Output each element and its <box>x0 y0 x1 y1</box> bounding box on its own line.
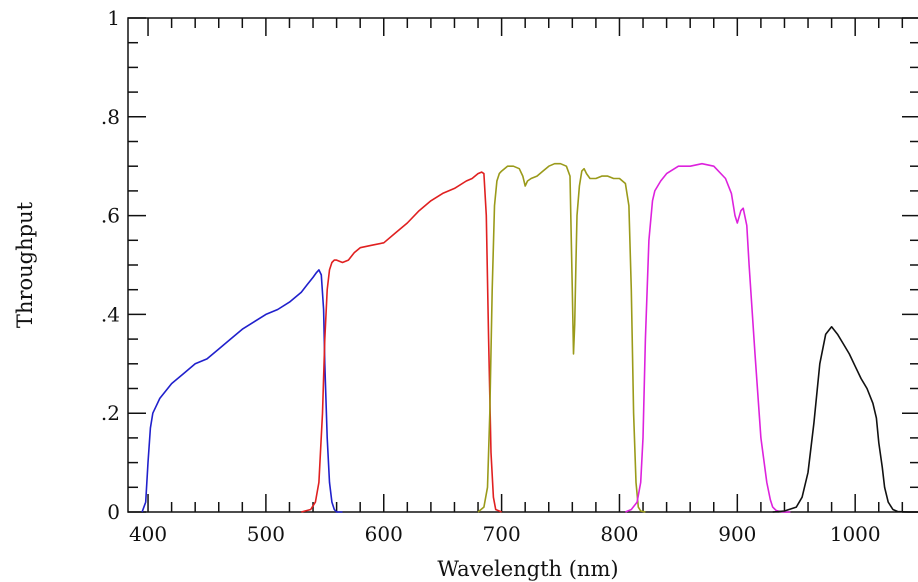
x-axis-label: Wavelength (nm) <box>437 557 618 581</box>
x-tick-label: 600 <box>365 522 403 546</box>
x-tick-label: 400 <box>129 522 167 546</box>
y-tick-label: .2 <box>101 401 120 425</box>
axis-ticks <box>128 17 918 513</box>
y-tick-label: .4 <box>101 302 120 326</box>
series-line-1 <box>141 269 343 513</box>
x-tick-label: 500 <box>247 522 285 546</box>
series-line-2 <box>301 171 502 513</box>
x-tick-label: 800 <box>600 522 638 546</box>
axis-tick-labels: 400 500 600 700 800 900 1000 0 .2 .4 .6 .8 1 <box>101 6 881 546</box>
y-tick-label: 1 <box>107 6 120 30</box>
y-tick-label: .8 <box>101 105 120 129</box>
series-line-3 <box>477 162 646 513</box>
x-tick-label: 1000 <box>830 522 881 546</box>
y-tick-label: 0 <box>107 500 120 524</box>
y-tick-label: .6 <box>101 204 120 228</box>
series-line-4 <box>625 162 791 513</box>
plot-frame <box>127 17 918 513</box>
series-group <box>141 162 918 513</box>
y-axis-label: Throughput <box>13 201 37 328</box>
x-tick-label: 700 <box>483 522 521 546</box>
x-tick-label: 900 <box>718 522 756 546</box>
series-line-5 <box>772 325 918 513</box>
